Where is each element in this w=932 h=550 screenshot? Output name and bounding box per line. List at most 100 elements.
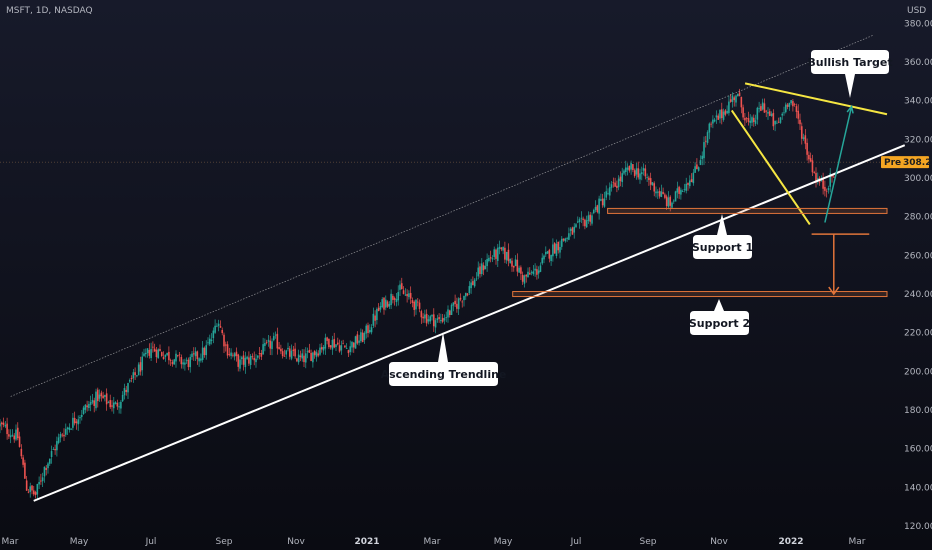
candle: [744, 113, 746, 126]
price-tag: Pre 308.25: [881, 156, 932, 169]
candle-body: [2, 422, 5, 426]
candle: [731, 92, 734, 108]
candle-body: [735, 95, 737, 103]
candle-body: [50, 451, 53, 458]
candle: [651, 182, 654, 186]
candle-body: [630, 162, 632, 170]
candle-body: [767, 112, 769, 114]
candle: [105, 388, 108, 411]
candle: [255, 354, 257, 368]
y-tick-label: 380.00: [904, 19, 932, 29]
time-axis[interactable]: Mar May Jul Sep Nov 2021 Mar May Jul Sep Nov 2022 Ma…: [2, 537, 866, 547]
candle-body: [427, 319, 430, 322]
candle: [781, 112, 784, 120]
candle: [175, 350, 177, 368]
candle-body: [696, 164, 698, 170]
candle: [637, 161, 640, 180]
candle: [399, 280, 401, 296]
candle-body: [38, 481, 40, 485]
candle-body: [40, 480, 42, 482]
candle: [287, 342, 289, 352]
candle-body: [95, 391, 97, 409]
candle-body: [562, 238, 565, 241]
candle: [783, 106, 785, 116]
candle: [336, 337, 339, 346]
candle: [64, 423, 67, 437]
candle: [575, 222, 577, 229]
candle-body: [100, 392, 103, 397]
candle: [722, 108, 725, 122]
drop-arrowhead: [828, 286, 840, 296]
candle-body: [265, 342, 268, 344]
candle: [276, 327, 279, 355]
candle-body: [685, 183, 688, 191]
candle-body: [416, 301, 419, 303]
candle: [674, 190, 677, 202]
candle: [278, 342, 280, 350]
candle: [436, 314, 439, 323]
candle: [470, 278, 472, 294]
candle-body: [164, 354, 167, 358]
candle: [406, 289, 408, 303]
candle: [25, 475, 28, 491]
candle: [831, 175, 833, 183]
price-axis[interactable]: 120.00 140.00 160.00 180.00 200.00 220.00 240.…: [904, 19, 932, 532]
candle-body: [104, 394, 106, 397]
candle: [665, 194, 668, 210]
candle-body: [779, 117, 782, 123]
candle: [694, 162, 696, 173]
candle: [312, 351, 314, 368]
support-2-zone: [512, 291, 888, 298]
candle: [662, 187, 664, 195]
candle-body: [344, 345, 346, 348]
candle: [550, 254, 552, 266]
candle-body: [365, 325, 368, 334]
candle: [267, 335, 270, 347]
candle: [198, 357, 200, 367]
candle-body: [738, 92, 741, 97]
candle: [393, 296, 396, 306]
candle: [82, 405, 85, 415]
candle-body: [635, 168, 638, 175]
candle-body: [406, 294, 408, 297]
candle-body: [799, 119, 801, 125]
candle: [34, 490, 37, 499]
candle: [244, 351, 247, 374]
candle-body: [336, 342, 339, 345]
candle-body: [4, 424, 7, 427]
candle: [326, 336, 328, 345]
candle-body: [320, 347, 323, 350]
candle-body: [244, 357, 247, 368]
candle-body: [504, 247, 506, 260]
candle-body: [608, 187, 611, 196]
candle: [354, 335, 357, 349]
candle-body: [299, 355, 302, 358]
candle-body: [512, 265, 515, 268]
x-tick-label: May: [70, 537, 89, 547]
candle-body: [237, 354, 240, 367]
candle-body: [569, 228, 572, 231]
candle: [546, 250, 549, 254]
candle: [601, 193, 604, 208]
candle: [596, 204, 599, 214]
candle-body: [48, 458, 51, 464]
candle: [397, 285, 400, 306]
candle-body: [255, 358, 257, 363]
candle-body: [511, 260, 513, 267]
candle: [445, 311, 448, 323]
candle-body: [619, 176, 622, 182]
candle: [281, 348, 284, 359]
candle-body: [24, 462, 26, 479]
candle-body: [736, 94, 739, 97]
candle: [264, 338, 266, 352]
candle-body: [25, 480, 28, 491]
candle-body: [589, 214, 592, 222]
candle: [690, 173, 693, 183]
candle: [605, 185, 608, 201]
candle-body: [102, 395, 104, 399]
candle-body: [537, 270, 540, 274]
candle-body: [500, 247, 503, 250]
candle: [253, 351, 256, 366]
candle: [704, 135, 707, 148]
